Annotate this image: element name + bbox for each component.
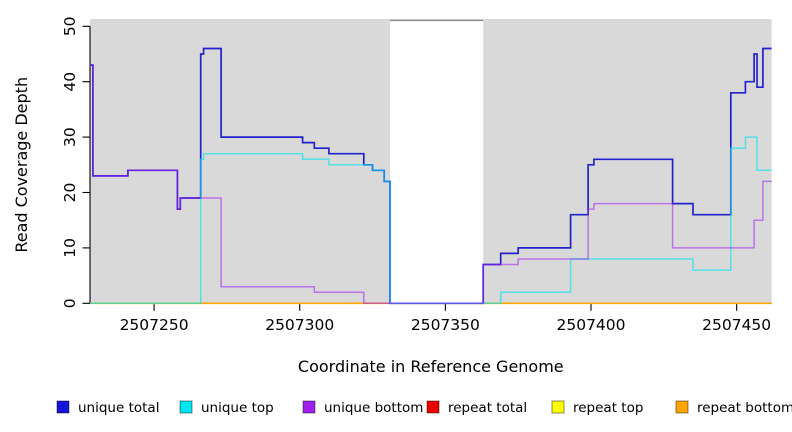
y-tick-label: 40 xyxy=(61,72,79,92)
legend-label: unique bottom xyxy=(324,400,423,416)
x-tick-label: 2507300 xyxy=(265,316,334,334)
shaded-region-1 xyxy=(483,19,772,304)
legend-label: repeat top xyxy=(573,400,643,416)
x-tick-label: 2507450 xyxy=(702,316,771,334)
legend-swatch xyxy=(426,400,440,414)
legend-item-unique-total: unique total xyxy=(56,400,159,416)
legend-label: unique total xyxy=(78,400,159,416)
shaded-region-0 xyxy=(90,19,391,304)
x-tick-label: 2507250 xyxy=(120,316,189,334)
legend-label: repeat bottom xyxy=(697,400,792,416)
legend-swatch xyxy=(675,400,689,414)
legend-swatch xyxy=(179,400,193,414)
y-tick-label: 50 xyxy=(61,16,79,36)
y-tick-label: 10 xyxy=(61,238,79,258)
legend-item-repeat-bottom: repeat bottom xyxy=(675,400,792,416)
series-line-unique-top xyxy=(90,136,772,305)
legend-item-unique-bottom: unique bottom xyxy=(302,400,423,416)
legend-swatch xyxy=(56,400,70,414)
legend-item-unique-top: unique top xyxy=(179,400,274,416)
series-line-unique-bottom xyxy=(90,64,772,305)
x-axis-title: Coordinate in Reference Genome xyxy=(298,357,564,376)
y-tick-label: 30 xyxy=(61,127,79,147)
x-tick-label: 2507400 xyxy=(556,316,625,334)
legend-label: repeat total xyxy=(448,400,527,416)
y-tick-label: 20 xyxy=(61,183,79,203)
legend-swatch xyxy=(302,400,316,414)
y-axis-title: Read Coverage Depth xyxy=(12,77,31,253)
legend-item-repeat-top: repeat top xyxy=(551,400,643,416)
x-tick-label: 2507350 xyxy=(411,316,480,334)
legend-item-repeat-total: repeat total xyxy=(426,400,527,416)
legend-swatch xyxy=(551,400,565,414)
y-tick-label: 0 xyxy=(61,298,79,308)
legend-label: unique top xyxy=(201,400,274,416)
